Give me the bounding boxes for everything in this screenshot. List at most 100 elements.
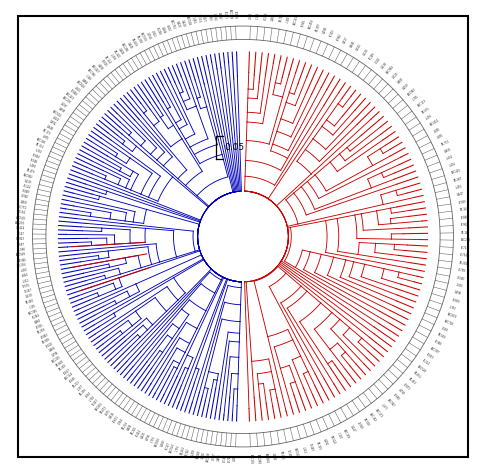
- Text: PI-437: PI-437: [91, 398, 100, 407]
- Text: ACC992: ACC992: [23, 173, 34, 179]
- Text: CR-524: CR-524: [329, 435, 336, 445]
- Text: ACC124: ACC124: [64, 372, 74, 381]
- Text: L-502: L-502: [374, 57, 382, 65]
- Text: L-476: L-476: [426, 114, 434, 121]
- Text: CR-575: CR-575: [421, 106, 431, 114]
- Text: L-763: L-763: [449, 305, 457, 311]
- Text: PI-610: PI-610: [45, 342, 54, 349]
- Text: CR-772: CR-772: [440, 140, 450, 147]
- Text: CR-831: CR-831: [412, 371, 422, 380]
- Text: ACC542: ACC542: [169, 443, 176, 454]
- Text: PI-214: PI-214: [263, 11, 268, 20]
- Text: PI-962: PI-962: [461, 223, 469, 227]
- Text: G-603: G-603: [397, 77, 405, 85]
- Text: PI-247: PI-247: [23, 289, 32, 294]
- Text: G-699: G-699: [57, 106, 65, 114]
- Text: CR-233: CR-233: [121, 420, 129, 430]
- Text: G-166: G-166: [160, 26, 166, 34]
- Text: L-491: L-491: [455, 184, 463, 190]
- Text: PI-590: PI-590: [457, 276, 465, 281]
- Text: CR-393: CR-393: [79, 387, 88, 396]
- Text: PI-155: PI-155: [286, 449, 292, 458]
- Text: L-312: L-312: [22, 279, 30, 284]
- Text: ACC984: ACC984: [386, 64, 396, 75]
- Text: L-795: L-795: [412, 95, 420, 102]
- Text: CR-839: CR-839: [130, 37, 138, 47]
- Text: ACC454: ACC454: [308, 19, 315, 30]
- Text: L-120: L-120: [336, 432, 343, 440]
- Text: CR-259: CR-259: [37, 328, 47, 335]
- Text: PI-997: PI-997: [212, 452, 217, 461]
- Text: ACC296: ACC296: [121, 42, 129, 53]
- Text: ACC530: ACC530: [139, 32, 147, 43]
- Text: G-646: G-646: [349, 40, 356, 48]
- Text: ACC216: ACC216: [61, 96, 71, 105]
- Text: ACC752: ACC752: [169, 19, 176, 30]
- Text: L-934: L-934: [118, 418, 125, 426]
- Text: L-434: L-434: [446, 155, 454, 161]
- Text: CR-141: CR-141: [459, 207, 469, 212]
- Text: CR-221: CR-221: [72, 380, 81, 389]
- Text: CR-397: CR-397: [315, 22, 322, 32]
- Text: CR-909: CR-909: [42, 337, 52, 345]
- Text: PI-124: PI-124: [22, 184, 31, 190]
- Text: L-168: L-168: [85, 74, 92, 82]
- Text: PI-506: PI-506: [30, 158, 38, 165]
- Text: L-430: L-430: [20, 268, 28, 273]
- Text: CR-832: CR-832: [180, 446, 186, 456]
- Text: ACC248: ACC248: [206, 452, 211, 462]
- Text: PI-873: PI-873: [402, 382, 411, 391]
- Text: PI-261: PI-261: [223, 11, 227, 19]
- Text: ACC162: ACC162: [368, 412, 378, 423]
- Text: G-139: G-139: [25, 294, 34, 299]
- Text: G-582: G-582: [201, 451, 207, 459]
- Text: L-701: L-701: [150, 435, 157, 443]
- Text: G-720: G-720: [392, 71, 400, 80]
- Text: ACC425: ACC425: [451, 168, 462, 175]
- Text: CR-531: CR-531: [195, 14, 201, 23]
- Text: PI-707: PI-707: [228, 454, 232, 462]
- Text: PI-849: PI-849: [21, 189, 30, 194]
- Text: PI-894: PI-894: [32, 153, 40, 160]
- Text: CR-298: CR-298: [135, 35, 143, 45]
- Text: PI-368: PI-368: [434, 339, 442, 347]
- Text: L-690: L-690: [434, 127, 441, 134]
- Text: PI-214: PI-214: [421, 359, 430, 367]
- Text: ACC549: ACC549: [294, 447, 299, 458]
- Text: L-763: L-763: [207, 14, 211, 21]
- Text: CR-592: CR-592: [362, 417, 370, 427]
- Text: CR-131: CR-131: [35, 143, 44, 150]
- Text: ACC982: ACC982: [407, 87, 417, 96]
- Text: ACC396: ACC396: [87, 68, 96, 78]
- Text: ACC500: ACC500: [16, 216, 26, 220]
- Text: G-138: G-138: [381, 61, 388, 70]
- Text: PI-167: PI-167: [17, 232, 25, 236]
- Text: 0.05: 0.05: [225, 143, 244, 152]
- Text: G-364: G-364: [271, 13, 276, 21]
- Text: ACC397: ACC397: [430, 346, 440, 354]
- Text: PI-587: PI-587: [17, 242, 25, 246]
- Text: L-895: L-895: [41, 134, 49, 140]
- Text: L-461: L-461: [191, 17, 196, 25]
- Text: L-550: L-550: [455, 283, 463, 289]
- Text: ACC348: ACC348: [227, 9, 232, 19]
- Text: L-257: L-257: [77, 384, 85, 392]
- Text: CR-452: CR-452: [407, 377, 417, 385]
- Text: L-953: L-953: [249, 11, 253, 19]
- Text: CR-220: CR-220: [130, 426, 138, 436]
- Text: G-420: G-420: [180, 19, 186, 27]
- Text: CR-479: CR-479: [25, 168, 35, 175]
- Text: L-195: L-195: [29, 304, 37, 309]
- Text: CR-673: CR-673: [99, 405, 108, 414]
- Text: G-560: G-560: [20, 200, 28, 205]
- Text: CR-114: CR-114: [103, 55, 112, 65]
- Text: L-476: L-476: [449, 162, 457, 168]
- Text: CR-586: CR-586: [16, 247, 25, 252]
- Text: L-198: L-198: [286, 16, 291, 24]
- Text: PI-833: PI-833: [426, 352, 434, 360]
- Text: L-922: L-922: [150, 30, 157, 38]
- Text: G-945: G-945: [117, 47, 125, 55]
- Text: PI-463: PI-463: [308, 443, 314, 452]
- Text: L-377: L-377: [381, 403, 388, 412]
- Text: ACC835: ACC835: [94, 402, 104, 412]
